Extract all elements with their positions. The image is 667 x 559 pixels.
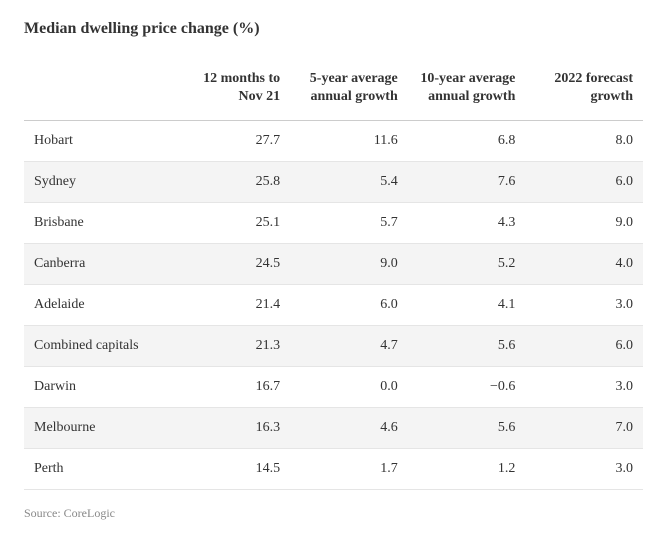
cell-5year: 6.0	[290, 285, 408, 326]
table-row: Sydney25.85.47.66.0	[24, 162, 643, 203]
cell-5year: 0.0	[290, 367, 408, 408]
cell-forecast: 3.0	[525, 449, 643, 490]
price-change-table: 12 months to Nov 21 5-year average annua…	[24, 62, 643, 490]
cell-10year: 1.2	[408, 449, 526, 490]
cell-forecast: 9.0	[525, 203, 643, 244]
cell-5year: 11.6	[290, 121, 408, 162]
cell-12months: 16.3	[173, 408, 291, 449]
cell-5year: 1.7	[290, 449, 408, 490]
cell-10year: 6.8	[408, 121, 526, 162]
col-header-forecast: 2022 forecast growth	[525, 62, 643, 121]
table-row: Canberra24.59.05.24.0	[24, 244, 643, 285]
cell-5year: 5.4	[290, 162, 408, 203]
cell-forecast: 8.0	[525, 121, 643, 162]
table-row: Combined capitals21.34.75.66.0	[24, 326, 643, 367]
table-row: Hobart27.711.66.88.0	[24, 121, 643, 162]
col-header-city	[24, 62, 173, 121]
cell-forecast: 7.0	[525, 408, 643, 449]
cell-12months: 16.7	[173, 367, 291, 408]
cell-12months: 25.8	[173, 162, 291, 203]
cell-forecast: 3.0	[525, 285, 643, 326]
source-attribution: Source: CoreLogic	[24, 506, 643, 521]
table-row: Adelaide21.46.04.13.0	[24, 285, 643, 326]
cell-12months: 21.3	[173, 326, 291, 367]
cell-5year: 5.7	[290, 203, 408, 244]
cell-city: Brisbane	[24, 203, 173, 244]
cell-12months: 27.7	[173, 121, 291, 162]
cell-forecast: 6.0	[525, 162, 643, 203]
table-row: Brisbane25.15.74.39.0	[24, 203, 643, 244]
cell-5year: 9.0	[290, 244, 408, 285]
cell-city: Melbourne	[24, 408, 173, 449]
cell-city: Perth	[24, 449, 173, 490]
cell-10year: 7.6	[408, 162, 526, 203]
table-row: Darwin16.70.0−0.63.0	[24, 367, 643, 408]
cell-10year: 4.1	[408, 285, 526, 326]
cell-forecast: 4.0	[525, 244, 643, 285]
cell-10year: 5.6	[408, 326, 526, 367]
cell-10year: 5.2	[408, 244, 526, 285]
cell-12months: 24.5	[173, 244, 291, 285]
page-title: Median dwelling price change (%)	[24, 20, 643, 38]
col-header-10year: 10-year average annual growth	[408, 62, 526, 121]
cell-12months: 25.1	[173, 203, 291, 244]
cell-forecast: 6.0	[525, 326, 643, 367]
cell-12months: 14.5	[173, 449, 291, 490]
col-header-5year: 5-year average annual growth	[290, 62, 408, 121]
cell-city: Hobart	[24, 121, 173, 162]
cell-forecast: 3.0	[525, 367, 643, 408]
cell-5year: 4.7	[290, 326, 408, 367]
cell-city: Adelaide	[24, 285, 173, 326]
cell-city: Darwin	[24, 367, 173, 408]
cell-10year: −0.6	[408, 367, 526, 408]
cell-city: Sydney	[24, 162, 173, 203]
cell-city: Combined capitals	[24, 326, 173, 367]
cell-10year: 5.6	[408, 408, 526, 449]
table-row: Perth14.51.71.23.0	[24, 449, 643, 490]
table-row: Melbourne16.34.65.67.0	[24, 408, 643, 449]
cell-city: Canberra	[24, 244, 173, 285]
cell-5year: 4.6	[290, 408, 408, 449]
cell-10year: 4.3	[408, 203, 526, 244]
table-body: Hobart27.711.66.88.0Sydney25.85.47.66.0B…	[24, 121, 643, 490]
cell-12months: 21.4	[173, 285, 291, 326]
col-header-12months: 12 months to Nov 21	[173, 62, 291, 121]
table-header-row: 12 months to Nov 21 5-year average annua…	[24, 62, 643, 121]
